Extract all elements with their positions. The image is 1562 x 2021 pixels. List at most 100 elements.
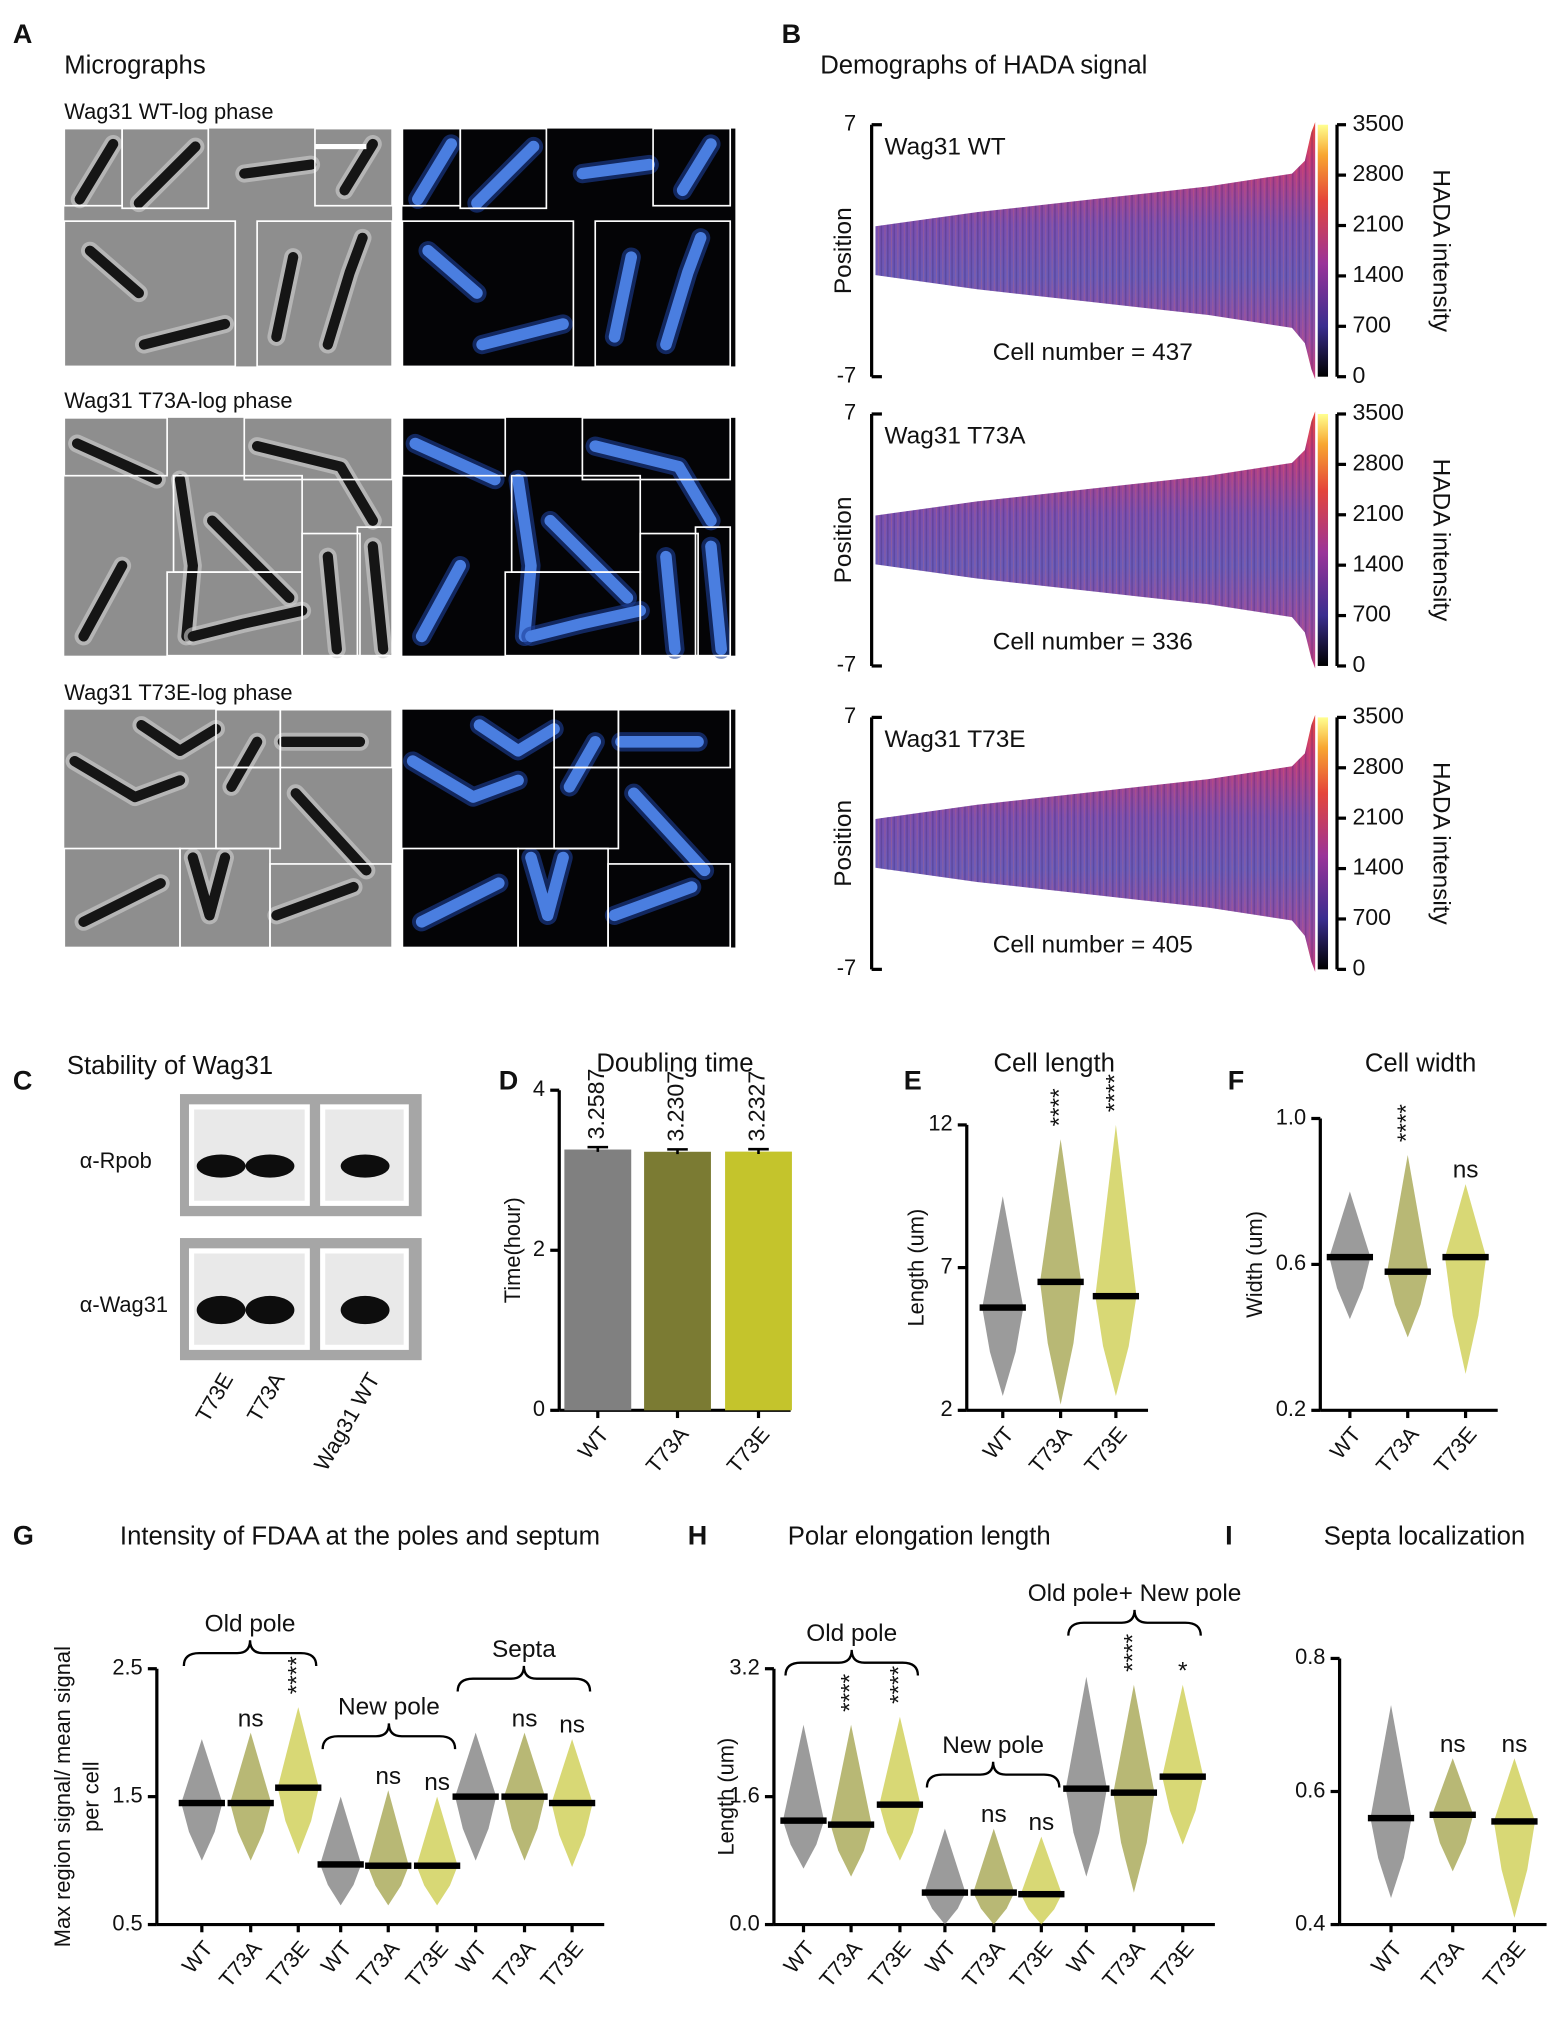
bar — [564, 1149, 632, 1411]
x-tick-label: WT — [978, 1422, 1019, 1464]
y-tick-label: 1.0 — [1276, 1104, 1306, 1129]
colorbar-label: HADA intensity — [1427, 459, 1454, 623]
dot-cloud — [320, 1796, 362, 1906]
colorbar-tick-label: 2800 — [1352, 449, 1403, 475]
y-tick-label: 12 — [928, 1111, 952, 1136]
y-tick-label: 4 — [533, 1076, 545, 1101]
mean-bar — [1110, 1789, 1158, 1796]
y-tick-label: 2 — [533, 1236, 545, 1261]
cell — [409, 437, 501, 486]
cell — [589, 440, 717, 527]
mean-bar — [1326, 1253, 1374, 1261]
demograph-texture — [875, 714, 1316, 972]
mean-bar — [1442, 1253, 1489, 1261]
colorbar — [1317, 413, 1329, 666]
lane-label: T73E — [190, 1368, 238, 1426]
dot-cloud — [879, 1716, 921, 1861]
cell — [290, 788, 372, 876]
lane-label: T73A — [242, 1368, 290, 1426]
x-tick-label: WT — [1366, 1936, 1407, 1978]
x-tick-label: T73E — [262, 1936, 315, 1992]
significance: **** — [1046, 1088, 1073, 1126]
cell-count: Cell number = 437 — [993, 339, 1193, 366]
band — [340, 1154, 390, 1178]
x-tick-label: T73A — [1024, 1421, 1077, 1477]
phase-image — [63, 417, 393, 659]
x-tick-label: WT — [451, 1936, 492, 1978]
mean-bar — [227, 1799, 274, 1807]
inset-frame — [356, 526, 393, 657]
y-tick-label: 7 — [844, 400, 856, 425]
cell — [136, 719, 222, 756]
cell — [660, 232, 707, 351]
colorbar-tick-label: 2800 — [1352, 160, 1403, 186]
inset-frame — [459, 127, 548, 210]
x-tick-label: T73A — [1371, 1421, 1424, 1477]
y-tick-label: 1.6 — [729, 1782, 759, 1807]
cell — [422, 244, 483, 299]
dot-cloud — [1445, 1184, 1487, 1374]
y-tick-label: 7 — [940, 1253, 952, 1278]
inset-frame — [617, 708, 732, 769]
dot-cloud — [830, 1724, 872, 1877]
inset-frame — [594, 220, 732, 368]
mean-bar — [970, 1889, 1017, 1896]
significance: **** — [1101, 1074, 1128, 1112]
inset-frame — [256, 220, 393, 368]
colorbar-tick-label: 2100 — [1352, 211, 1403, 237]
mean-bar — [1367, 1814, 1415, 1822]
x-tick-label: WT — [573, 1422, 614, 1464]
cell — [78, 878, 166, 927]
y-tick-label: 1.5 — [112, 1782, 142, 1807]
colorbar-tick-label: 0 — [1352, 651, 1365, 677]
row-label: Wag31 T73E-log phase — [64, 680, 292, 705]
cell — [271, 251, 299, 342]
cell — [576, 158, 656, 180]
cell — [473, 719, 560, 757]
colorbar-tick-label: 700 — [1352, 601, 1391, 627]
cell — [608, 881, 698, 922]
x-tick-label: WT — [177, 1936, 218, 1978]
lane-label: Wag31 WT — [309, 1368, 385, 1474]
significance: ns — [1028, 1809, 1054, 1836]
colorbar-tick-label: 700 — [1352, 311, 1391, 337]
dot-cloud — [1493, 1758, 1536, 1918]
group-label: Septa — [492, 1636, 556, 1663]
significance: **** — [284, 1656, 311, 1694]
colorbar-tick-label: 2100 — [1352, 500, 1403, 526]
chart-title: Septa localization — [1324, 1522, 1525, 1550]
x-tick-label: T73E — [1478, 1936, 1531, 1992]
cell — [187, 852, 231, 921]
plot-name: Wag31 T73A — [884, 423, 1026, 450]
dot-cloud — [416, 1796, 458, 1906]
cell — [74, 138, 119, 205]
value-label: 3.2587 — [583, 1069, 609, 1140]
mean-bar — [876, 1801, 924, 1808]
y-tick-label: 2 — [940, 1396, 952, 1421]
cell — [415, 877, 505, 928]
mean-bar — [365, 1862, 412, 1869]
y-axis-label: Width (um) — [1242, 1211, 1267, 1318]
cell — [71, 438, 162, 485]
significance: **** — [1393, 1104, 1420, 1142]
mean-bar — [275, 1784, 322, 1791]
significance: * — [1178, 1657, 1188, 1684]
dot-cloud — [782, 1724, 825, 1869]
inset-frame — [401, 417, 507, 477]
cell — [705, 540, 728, 656]
panel-title: Stability of Wag31 — [67, 1052, 273, 1080]
group-brace — [925, 1761, 1061, 1788]
y-axis-label: per cell — [78, 1761, 103, 1831]
colorbar-tick-label: 1400 — [1352, 261, 1403, 287]
y-axis-label: Length (um) — [713, 1738, 738, 1856]
significance: ns — [1502, 1731, 1528, 1758]
x-tick-label: T73E — [535, 1936, 588, 1992]
dot-cloud — [230, 1732, 272, 1861]
inset-frame — [401, 220, 575, 368]
demograph-texture — [875, 411, 1316, 669]
inset-frame — [63, 220, 237, 368]
inset-frame — [607, 863, 732, 949]
inset-frame — [269, 863, 393, 949]
row-label: Wag31 WT-log phase — [64, 99, 273, 124]
colorbar — [1317, 717, 1329, 970]
